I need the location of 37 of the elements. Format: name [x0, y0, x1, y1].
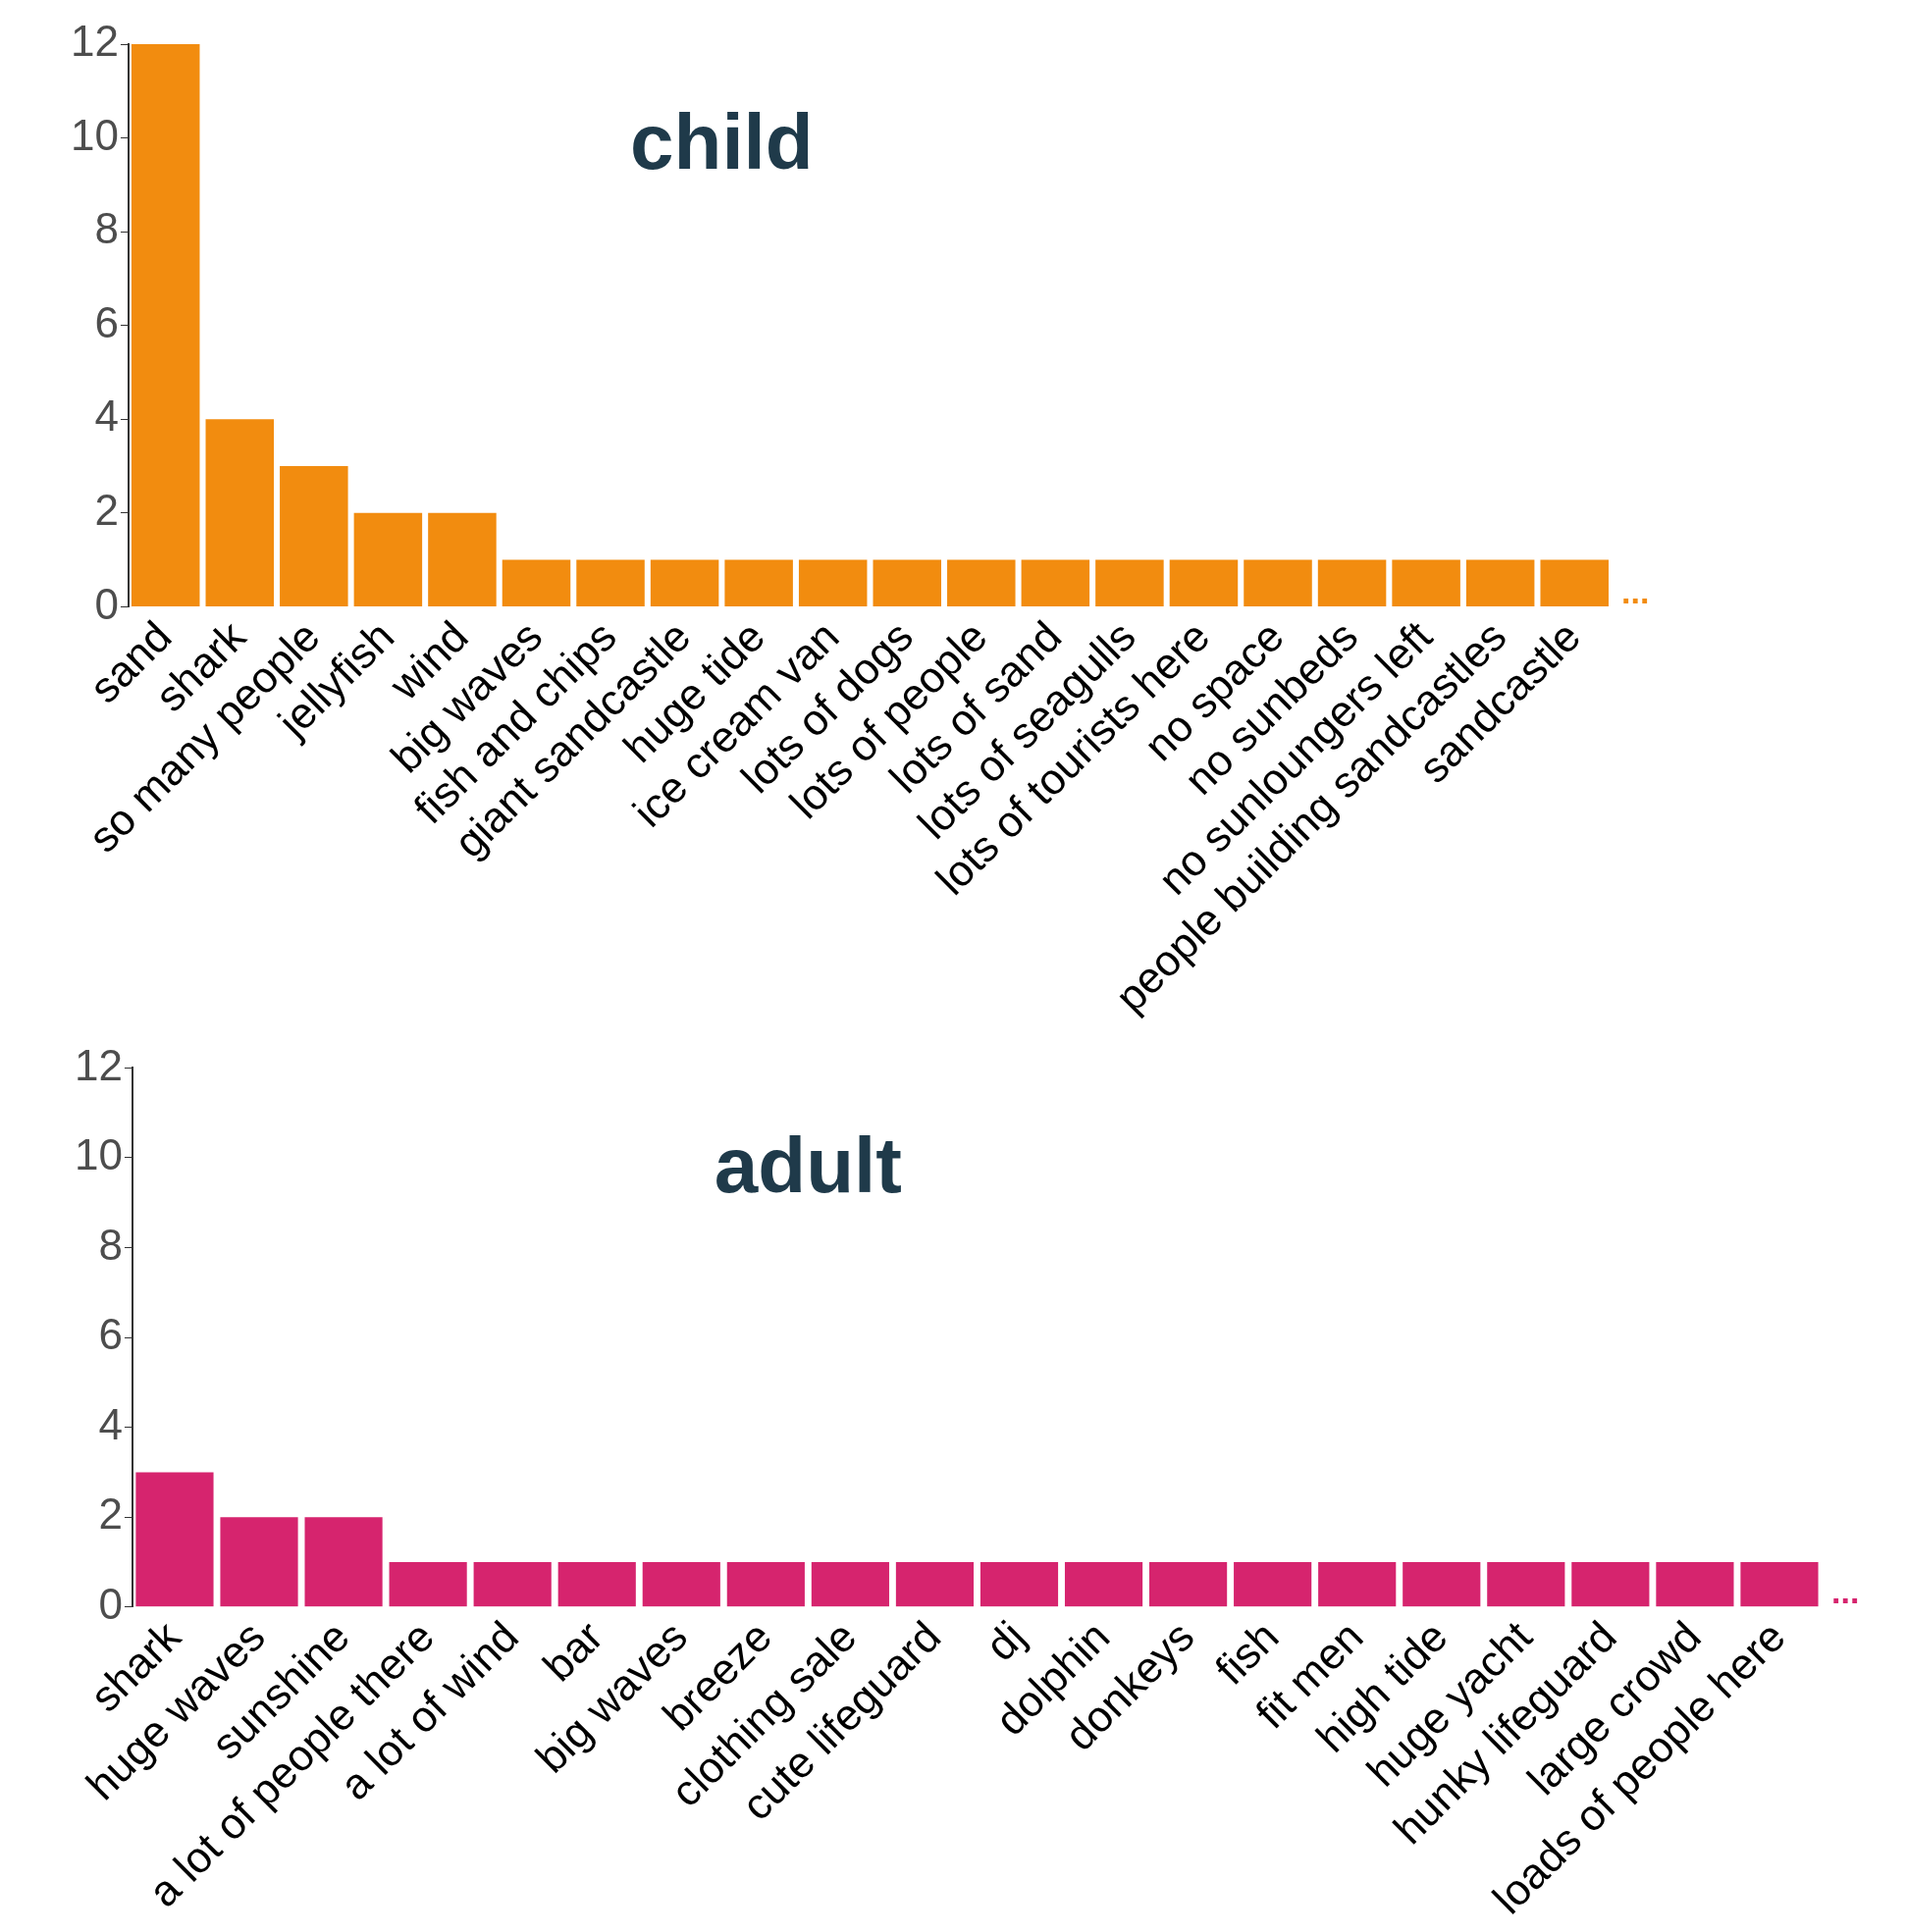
bar: [1317, 559, 1387, 606]
y-tick-label: 8: [94, 204, 119, 253]
bar: [428, 512, 497, 606]
bar: [1021, 559, 1090, 606]
y-tick-label: 4: [98, 1399, 123, 1448]
y-tick-label: 10: [74, 1130, 123, 1179]
bar: [576, 559, 645, 606]
bar: [1095, 559, 1164, 606]
bar: [1169, 559, 1239, 606]
y-tick-label: 12: [70, 17, 119, 66]
bar: [947, 559, 1016, 606]
text: ...: [1831, 1573, 1860, 1611]
text: ...: [1621, 572, 1650, 610]
bar: [280, 466, 348, 606]
y-tick-label: 2: [94, 485, 119, 534]
text: child: [630, 98, 814, 186]
y-tick-label: 8: [98, 1220, 123, 1269]
bar: [353, 512, 423, 606]
bar: [650, 559, 719, 606]
bar: [798, 559, 868, 606]
y-tick-label: 4: [94, 392, 119, 441]
y-tick-label: 0: [98, 1579, 123, 1628]
y-tick-label: 6: [94, 297, 119, 346]
bar: [873, 559, 941, 606]
bar: [1540, 559, 1609, 606]
y-tick-label: 0: [94, 579, 119, 628]
bar: [724, 559, 793, 606]
y-tick-label: 6: [98, 1310, 123, 1359]
y-tick-label: 2: [98, 1489, 123, 1539]
y-tick-label: 10: [70, 110, 119, 159]
y-tick-label: 12: [74, 1040, 123, 1089]
bar: [502, 559, 571, 606]
bar: [1392, 559, 1460, 606]
bar: [205, 419, 275, 606]
bar: [1244, 559, 1312, 606]
bar: [1465, 559, 1535, 606]
text: adult: [714, 1122, 902, 1210]
